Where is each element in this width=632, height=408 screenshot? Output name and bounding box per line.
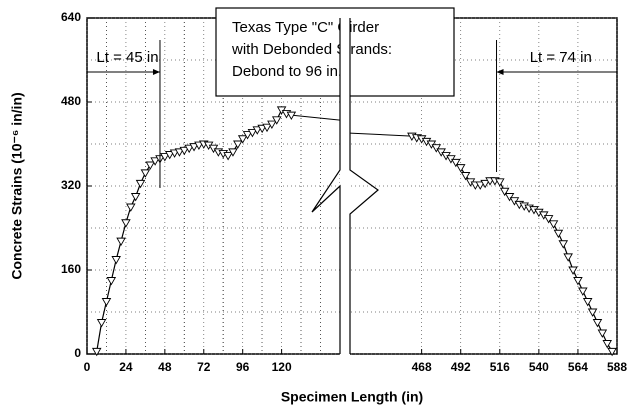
marker xyxy=(160,153,170,162)
marker xyxy=(267,120,277,129)
marker xyxy=(140,169,151,178)
marker xyxy=(247,129,258,138)
break-gap xyxy=(340,16,350,356)
marker xyxy=(568,266,578,275)
marker xyxy=(121,219,131,228)
marker xyxy=(553,229,564,239)
arrow-head xyxy=(496,69,504,75)
break-line xyxy=(349,18,379,354)
marker xyxy=(499,187,510,197)
marker xyxy=(455,164,466,173)
x-tick-label: 72 xyxy=(197,360,211,374)
marker xyxy=(582,298,593,307)
x-tick-label: 96 xyxy=(236,360,250,374)
title-line: with Debonded Strands: xyxy=(231,41,392,58)
marker xyxy=(563,253,573,262)
x-tick-label: 468 xyxy=(412,360,432,374)
x-tick-label: 516 xyxy=(490,360,510,374)
marker xyxy=(607,347,617,357)
x-tick-label: 0 xyxy=(84,360,91,374)
marker xyxy=(271,116,282,125)
annotation-text: Lt = 45 in xyxy=(96,49,158,66)
marker xyxy=(495,178,505,187)
x-tick-label: 24 xyxy=(119,360,133,374)
marker xyxy=(602,340,613,349)
marker xyxy=(101,298,112,307)
marker xyxy=(111,256,121,265)
y-tick-label: 320 xyxy=(61,178,81,192)
marker xyxy=(223,152,233,161)
marker xyxy=(135,179,146,189)
marker xyxy=(558,240,569,249)
break-line xyxy=(311,18,341,354)
y-tick-label: 480 xyxy=(61,94,81,108)
y-tick-label: 640 xyxy=(61,10,81,24)
marker xyxy=(543,215,554,224)
marker xyxy=(184,144,194,154)
marker xyxy=(252,126,263,135)
marker xyxy=(174,148,185,157)
y-tick-label: 160 xyxy=(61,262,81,276)
series-line xyxy=(411,135,613,352)
marker xyxy=(116,237,126,247)
marker xyxy=(504,193,515,202)
x-tick-label: 588 xyxy=(607,360,627,374)
title-line: Texas Type "C" Girder xyxy=(232,19,379,36)
marker xyxy=(475,181,486,190)
x-tick-label: 540 xyxy=(529,360,549,374)
marker xyxy=(242,131,253,140)
y-tick-label: 0 xyxy=(74,346,81,360)
x-axis-label: Specimen Length (in) xyxy=(281,389,423,405)
title-box xyxy=(215,7,455,97)
marker xyxy=(460,172,471,181)
marker xyxy=(126,203,136,212)
marker xyxy=(91,347,102,357)
marker xyxy=(587,308,598,317)
marker xyxy=(548,220,559,229)
marker xyxy=(233,140,243,149)
marker xyxy=(578,287,588,296)
marker xyxy=(480,179,490,189)
marker xyxy=(262,123,272,133)
arrow-head xyxy=(152,69,160,75)
marker xyxy=(145,161,156,170)
x-tick-label: 492 xyxy=(451,360,471,374)
connector xyxy=(349,132,412,137)
marker xyxy=(237,135,248,144)
marker xyxy=(130,193,141,202)
marker xyxy=(228,148,238,157)
marker xyxy=(573,277,583,286)
x-tick-label: 120 xyxy=(272,360,292,374)
y-axis-label: Concrete Strains (10⁻⁶ in/in) xyxy=(9,92,25,279)
x-tick-label: 48 xyxy=(158,360,172,374)
title-line: Debond to 96 in. xyxy=(232,63,342,80)
marker xyxy=(164,151,175,160)
marker xyxy=(286,111,297,121)
marker xyxy=(189,143,199,152)
marker xyxy=(96,319,107,328)
x-tick-label: 564 xyxy=(568,360,588,374)
marker xyxy=(592,319,603,328)
marker xyxy=(179,146,190,156)
marker xyxy=(451,158,461,168)
marker xyxy=(597,329,608,338)
annotation-text: Lt = 74 in xyxy=(530,49,592,66)
connector xyxy=(291,114,341,121)
marker xyxy=(106,277,117,286)
marker xyxy=(150,157,160,166)
marker xyxy=(431,144,442,153)
